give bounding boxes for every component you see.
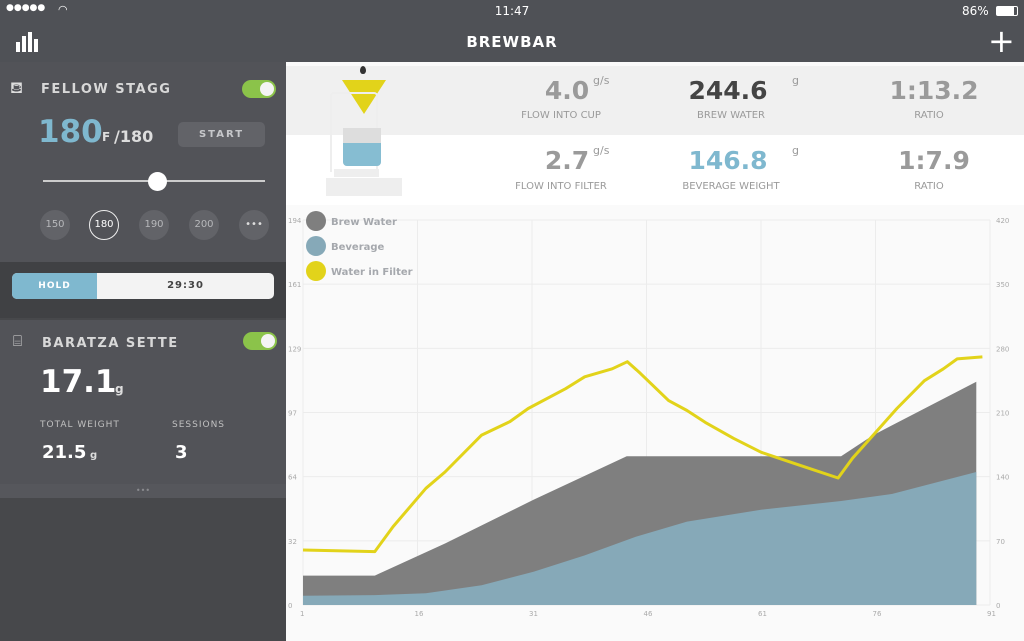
- slider-thumb[interactable]: [148, 172, 167, 191]
- flow-into-cup-unit: g/s: [593, 74, 610, 87]
- dose-unit: g: [115, 382, 124, 396]
- flow-into-cup-label: FLOW INTO CUP: [521, 110, 601, 121]
- temp-unit: F: [102, 130, 111, 144]
- bar-chart-icon[interactable]: [16, 32, 38, 52]
- legend-label-brew-water: Brew Water: [331, 217, 397, 228]
- wifi-icon: ◠: [58, 3, 68, 16]
- preset-150[interactable]: 150: [40, 210, 70, 240]
- ratio-1-label: RATIO: [914, 110, 944, 121]
- battery-percent: 86%: [962, 4, 989, 18]
- legend-swatch-water-in-filter: [306, 261, 326, 281]
- x-tick: 31: [529, 610, 538, 618]
- x-tick: 76: [873, 610, 882, 618]
- flow-into-filter-value: 2.7: [544, 146, 590, 175]
- sidebar: ⛾ FELLOW STAGG 180 F /180 START 150 180 …: [0, 62, 286, 641]
- grinder-dose: 17.1: [40, 364, 117, 400]
- grinder-icon: ⌸: [13, 332, 23, 350]
- y-tick-right: 420: [996, 217, 1009, 225]
- ratio-1-value: 1:13.2: [889, 76, 979, 105]
- kettle-icon: ⛾: [10, 78, 24, 97]
- y-tick-right: 70: [996, 538, 1005, 546]
- y-tick-left: 129: [288, 345, 301, 353]
- y-tick-left: 64: [288, 474, 297, 482]
- x-tick: 16: [415, 610, 424, 618]
- x-tick: 46: [644, 610, 653, 618]
- hold-strip: HOLD 29:30: [0, 262, 286, 318]
- legend-label-beverage: Beverage: [331, 242, 385, 253]
- flow-into-filter-label: FLOW INTO FILTER: [515, 181, 607, 192]
- hold-button[interactable]: HOLD: [12, 273, 97, 299]
- kettle-panel: ⛾ FELLOW STAGG 180 F /180 START 150 180 …: [0, 62, 286, 262]
- legend-swatch-beverage: [306, 236, 326, 256]
- clock: 11:47: [494, 4, 530, 18]
- y-tick-right: 280: [996, 345, 1009, 353]
- plus-icon[interactable]: +: [988, 22, 1015, 60]
- more-presets-button[interactable]: •••: [239, 210, 269, 240]
- x-tick: 61: [758, 610, 767, 618]
- total-weight-unit: g: [90, 450, 98, 461]
- beverage-weight-label: BEVERAGE WEIGHT: [682, 181, 780, 192]
- legend-swatch-brew-water: [306, 211, 326, 231]
- preset-200[interactable]: 200: [189, 210, 219, 240]
- y-tick-right: 350: [996, 281, 1009, 289]
- main-panel: 4.0 g/s FLOW INTO CUP 244.6 g BREW WATER…: [286, 62, 1024, 641]
- stats-row-2: [286, 135, 1024, 205]
- brewer-illustration-icon: [326, 66, 402, 196]
- y-tick-left: 97: [288, 410, 297, 418]
- y-tick-right: 210: [996, 410, 1009, 418]
- y-tick-right: 140: [996, 474, 1009, 482]
- y-tick-left: 161: [288, 281, 301, 289]
- y-tick-left: 0: [288, 602, 292, 610]
- flow-into-cup-value: 4.0: [544, 76, 590, 105]
- brew-water-value: 244.6: [688, 76, 768, 105]
- preset-190[interactable]: 190: [139, 210, 169, 240]
- total-weight-label: TOTAL WEIGHT: [40, 420, 120, 430]
- flow-into-filter-unit: g/s: [593, 144, 610, 157]
- water-in-filter-line: [302, 355, 983, 554]
- page-title: BREWBAR: [466, 33, 558, 51]
- x-tick: 1: [300, 610, 304, 618]
- y-tick-right: 0: [996, 602, 1000, 610]
- kettle-target: /180: [114, 127, 154, 146]
- beverage-weight-unit: g: [792, 144, 799, 157]
- signal-indicator: ●●●●●: [6, 3, 46, 13]
- kettle-name: FELLOW STAGG: [41, 82, 172, 97]
- beverage-area: [303, 472, 977, 605]
- y-tick-left: 194: [288, 217, 302, 225]
- brew-water-unit: g: [792, 74, 799, 87]
- hold-timer: 29:30: [167, 280, 204, 291]
- ratio-2-label: RATIO: [914, 181, 944, 192]
- battery-icon: [996, 6, 1018, 16]
- stats-row-1: [286, 66, 1024, 135]
- more-handle[interactable]: •••: [0, 484, 286, 498]
- grinder-name: BARATZA SETTE: [42, 336, 179, 351]
- y-tick-left: 32: [288, 538, 297, 546]
- sessions-label: SESSIONS: [172, 420, 226, 430]
- status-bar: ●●●●● ◠ 11:47 86%: [0, 0, 1024, 22]
- beverage-weight-value: 146.8: [688, 146, 768, 175]
- hold-bar[interactable]: HOLD 29:30: [12, 273, 274, 299]
- grinder-toggle[interactable]: [243, 332, 277, 350]
- kettle-temp: 180: [38, 114, 103, 150]
- ratio-2-value: 1:7.9: [898, 146, 970, 175]
- kettle-toggle[interactable]: [242, 80, 276, 98]
- app-header: BREWBAR +: [0, 22, 1024, 62]
- start-button[interactable]: START: [178, 122, 265, 147]
- grinder-panel: ⌸ BARATZA SETTE 17.1 g TOTAL WEIGHT 21.5…: [0, 320, 286, 484]
- brew-water-label: BREW WATER: [697, 110, 765, 121]
- preset-180[interactable]: 180: [89, 210, 119, 240]
- legend-label-water-in-filter: Water in Filter: [331, 267, 413, 278]
- brew-chart: 0 0 32 70 64 140 97 210 129 280 161 350 194 420 1 16 31 4…: [288, 211, 1009, 618]
- sessions-count: 3: [175, 442, 188, 463]
- total-weight: 21.5: [42, 442, 87, 463]
- x-tick: 91: [987, 610, 996, 618]
